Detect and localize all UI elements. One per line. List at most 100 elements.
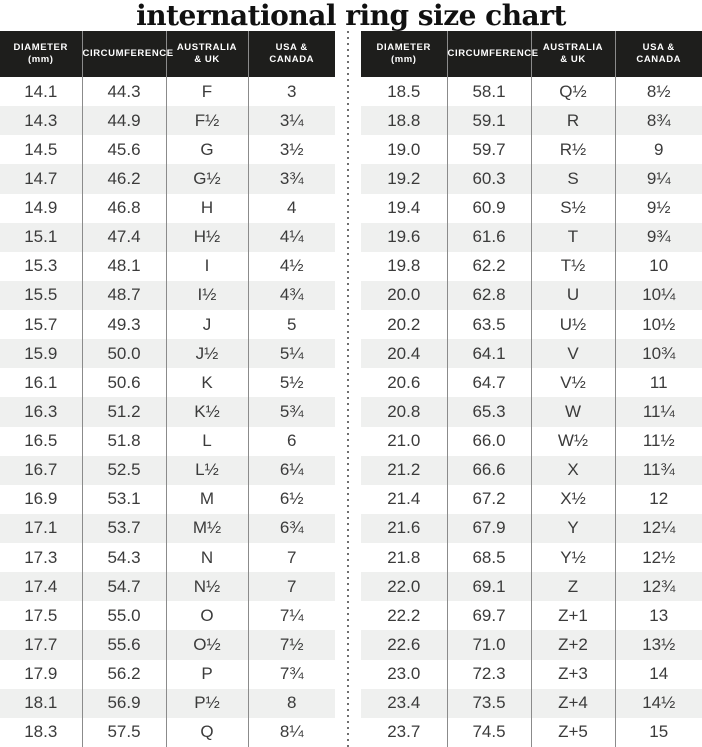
cell: R½ xyxy=(530,135,615,165)
cell: 69.7 xyxy=(446,601,531,631)
cell: 63.5 xyxy=(446,310,531,340)
header-cell-usa-canada: USA & CANADA xyxy=(247,31,335,77)
cell: 62.2 xyxy=(446,251,531,281)
cell: G½ xyxy=(165,164,248,194)
table-row: 20.0 62.8 U 10¼ xyxy=(361,280,702,310)
cell: 6¾ xyxy=(247,513,335,543)
cell: 12 xyxy=(614,484,702,514)
cell: 67.2 xyxy=(446,484,531,514)
cell: 52.5 xyxy=(81,455,166,485)
header-row: DIAMETER (mm) CIRCUMFERENCE AUSTRALIA & … xyxy=(0,31,335,77)
cell: 23.4 xyxy=(387,693,421,713)
header-cell-circumference: CIRCUMFERENCE xyxy=(446,31,538,77)
cell: 16.5 xyxy=(24,431,58,451)
table-row: 22.0 69.1 Z 12¾ xyxy=(361,572,702,602)
table-row: 19.8 62.2 T½ 10 xyxy=(361,251,702,281)
header-cell-usa-canada: USA & CANADA xyxy=(614,31,702,77)
page-title: international ring size chart xyxy=(136,0,566,32)
table-row: 16.5 51.8 L 6 xyxy=(0,426,335,456)
cell: 65.3 xyxy=(446,397,531,427)
cell: 58.1 xyxy=(446,77,531,107)
table-row: 16.1 50.6 K 5½ xyxy=(0,368,335,398)
cell: Y½ xyxy=(530,543,615,573)
table-row: 18.5 58.1 Q½ 8½ xyxy=(361,77,702,107)
cell: 14.5 xyxy=(24,139,58,159)
cell: V xyxy=(530,339,615,369)
cell: 7 xyxy=(247,543,335,573)
cell: I½ xyxy=(165,280,248,310)
cell: H½ xyxy=(165,222,248,252)
header-row: DIAMETER (mm) CIRCUMFERENCE AUSTRALIA & … xyxy=(361,31,702,77)
cell: 18.8 xyxy=(387,110,421,130)
cell: K½ xyxy=(165,397,248,427)
cell: 56.2 xyxy=(81,659,166,689)
cell: G xyxy=(165,135,248,165)
table-row: 16.3 51.2 K½ 5¾ xyxy=(0,397,335,427)
cell: Q xyxy=(165,717,248,747)
cell: N xyxy=(165,543,248,573)
table-row: 18.3 57.5 Q 8¼ xyxy=(0,717,335,747)
cell: 17.4 xyxy=(24,576,58,596)
cell: 3½ xyxy=(247,135,335,165)
cell: 62.8 xyxy=(446,280,531,310)
table-row: 14.1 44.3 F 3 xyxy=(0,77,335,107)
cell: 59.1 xyxy=(446,106,531,136)
cell: L xyxy=(165,426,248,456)
cell: 51.8 xyxy=(81,426,166,456)
cell: 10½ xyxy=(614,310,702,340)
cell: 21.4 xyxy=(387,489,421,509)
cell: 17.3 xyxy=(24,547,58,567)
cell: 11¾ xyxy=(614,455,702,485)
cell: 14 xyxy=(614,659,702,689)
cell: 7 xyxy=(247,572,335,602)
cell: X xyxy=(530,455,615,485)
cell: 14.3 xyxy=(24,110,58,130)
cell: Z+5 xyxy=(530,717,615,747)
cell: T½ xyxy=(530,251,615,281)
cell: X½ xyxy=(530,484,615,514)
cell: 64.7 xyxy=(446,368,531,398)
cell: Q½ xyxy=(530,77,615,107)
cell: 46.2 xyxy=(81,164,166,194)
cell: 6½ xyxy=(247,484,335,514)
cell: 14.1 xyxy=(24,81,58,101)
cell: U½ xyxy=(530,310,615,340)
cell: 15.1 xyxy=(24,227,58,247)
table-row: 19.0 59.7 R½ 9 xyxy=(361,135,702,165)
cell: 46.8 xyxy=(81,193,166,223)
cell: 7¾ xyxy=(247,659,335,689)
table-body-left: 14.1 44.3 F 3 14.3 44.9 F½ 3¼ 14.5 45.6 G 3½ 14.7 46.… xyxy=(0,77,335,747)
cell: 56.9 xyxy=(81,688,166,718)
table-row: 15.5 48.7 I½ 4¾ xyxy=(0,280,335,310)
table-row: 21.8 68.5 Y½ 12½ xyxy=(361,543,702,573)
cell: M xyxy=(165,484,248,514)
cell: 54.3 xyxy=(81,543,166,573)
cell: 50.0 xyxy=(81,339,166,369)
cell: 21.8 xyxy=(387,547,421,567)
cell: 23.7 xyxy=(387,722,421,742)
cell: H xyxy=(165,193,248,223)
cell: 22.6 xyxy=(387,634,421,654)
cell: 18.1 xyxy=(24,693,58,713)
cell: 21.6 xyxy=(387,518,421,538)
cell: Z+2 xyxy=(530,630,615,660)
table-row: 17.3 54.3 N 7 xyxy=(0,543,335,573)
cell: 17.5 xyxy=(24,605,58,625)
table-row: 18.1 56.9 P½ 8 xyxy=(0,688,335,718)
cell: 6 xyxy=(247,426,335,456)
cell: 17.1 xyxy=(24,518,58,538)
cell: 57.5 xyxy=(81,717,166,747)
ring-size-table-left: DIAMETER (mm) CIRCUMFERENCE AUSTRALIA & … xyxy=(0,31,335,747)
cell: 50.6 xyxy=(81,368,166,398)
cell: 21.0 xyxy=(387,431,421,451)
table-row: 22.6 71.0 Z+2 13½ xyxy=(361,630,702,660)
cell: 4¼ xyxy=(247,222,335,252)
cell: 55.0 xyxy=(81,601,166,631)
header-cell-australia-uk: AUSTRALIA & UK xyxy=(165,31,248,77)
cell: 17.7 xyxy=(24,634,58,654)
table-row: 21.4 67.2 X½ 12 xyxy=(361,484,702,514)
table-row: 17.7 55.6 O½ 7½ xyxy=(0,630,335,660)
cell: 48.1 xyxy=(81,251,166,281)
cell: 11 xyxy=(614,368,702,398)
table-row: 20.4 64.1 V 10¾ xyxy=(361,339,702,369)
